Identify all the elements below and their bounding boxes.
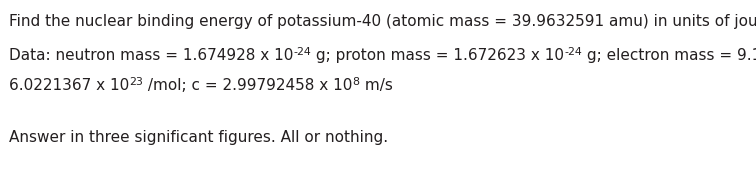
Text: g; proton mass = 1.672623 x 10: g; proton mass = 1.672623 x 10 — [311, 48, 564, 63]
Text: Answer in three significant figures. All or nothing.: Answer in three significant figures. All… — [9, 130, 388, 145]
Text: -24: -24 — [564, 47, 582, 57]
Text: Find the nuclear binding energy of potassium-40 (atomic mass = 39.9632591 amu) i: Find the nuclear binding energy of potas… — [9, 14, 756, 29]
Text: /mol; c = 2.99792458 x 10: /mol; c = 2.99792458 x 10 — [143, 78, 352, 93]
Text: -24: -24 — [293, 47, 311, 57]
Text: Data: neutron mass = 1.674928 x 10: Data: neutron mass = 1.674928 x 10 — [9, 48, 293, 63]
Text: 6.0221367 x 10: 6.0221367 x 10 — [9, 78, 129, 93]
Text: g; electron mass = 9.109387 x 10: g; electron mass = 9.109387 x 10 — [582, 48, 756, 63]
Text: m/s: m/s — [360, 78, 392, 93]
Text: 8: 8 — [352, 77, 360, 87]
Text: 23: 23 — [129, 77, 143, 87]
